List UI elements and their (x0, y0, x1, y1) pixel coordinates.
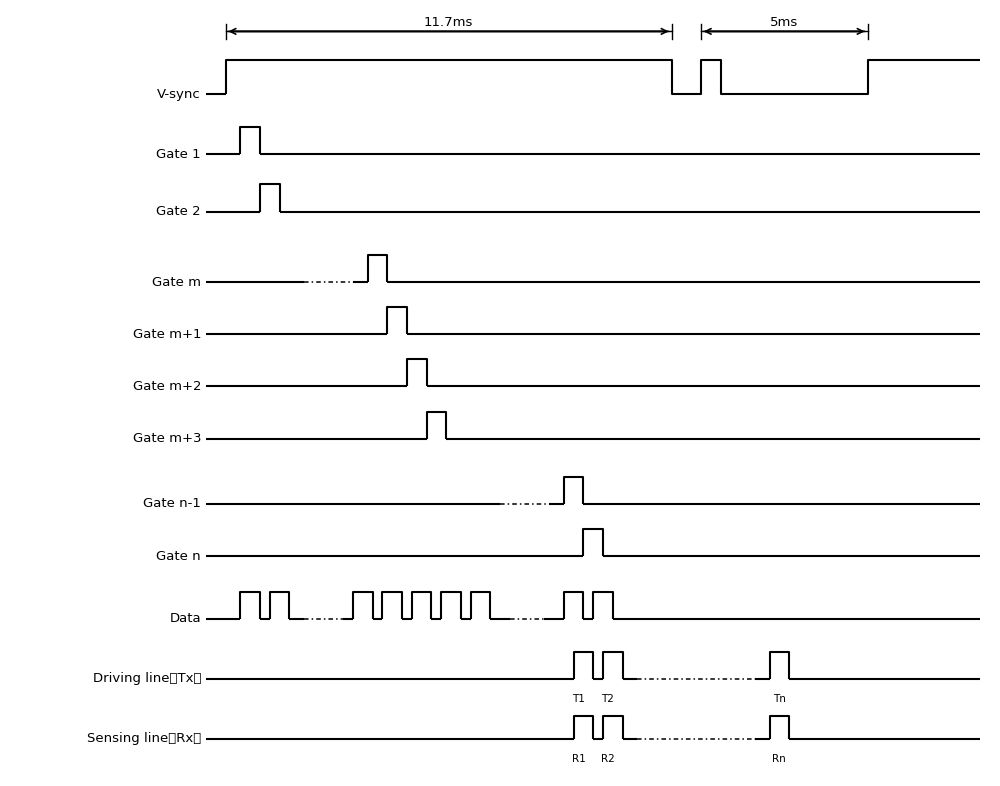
Text: Gate m+1: Gate m+1 (133, 328, 201, 341)
Text: Data: Data (169, 612, 201, 626)
Text: Gate m+3: Gate m+3 (133, 432, 201, 445)
Text: R1: R1 (572, 754, 585, 763)
Text: Rn: Rn (772, 754, 786, 763)
Text: T2: T2 (601, 693, 614, 703)
Text: 11.7ms: 11.7ms (424, 16, 473, 29)
Text: Gate m+2: Gate m+2 (133, 380, 201, 393)
Text: Gate n-1: Gate n-1 (143, 498, 201, 510)
Text: 5ms: 5ms (770, 16, 798, 29)
Text: V-sync: V-sync (157, 87, 201, 101)
Text: R2: R2 (601, 754, 615, 763)
Text: Gate m: Gate m (152, 276, 201, 288)
Text: Gate n: Gate n (156, 549, 201, 563)
Text: T1: T1 (572, 693, 585, 703)
Text: Sensing line（Rx）: Sensing line（Rx） (87, 733, 201, 745)
Text: Tn: Tn (773, 693, 786, 703)
Text: Gate 1: Gate 1 (156, 148, 201, 160)
Text: Driving line（Tx）: Driving line（Tx） (93, 672, 201, 685)
Text: Gate 2: Gate 2 (156, 205, 201, 218)
